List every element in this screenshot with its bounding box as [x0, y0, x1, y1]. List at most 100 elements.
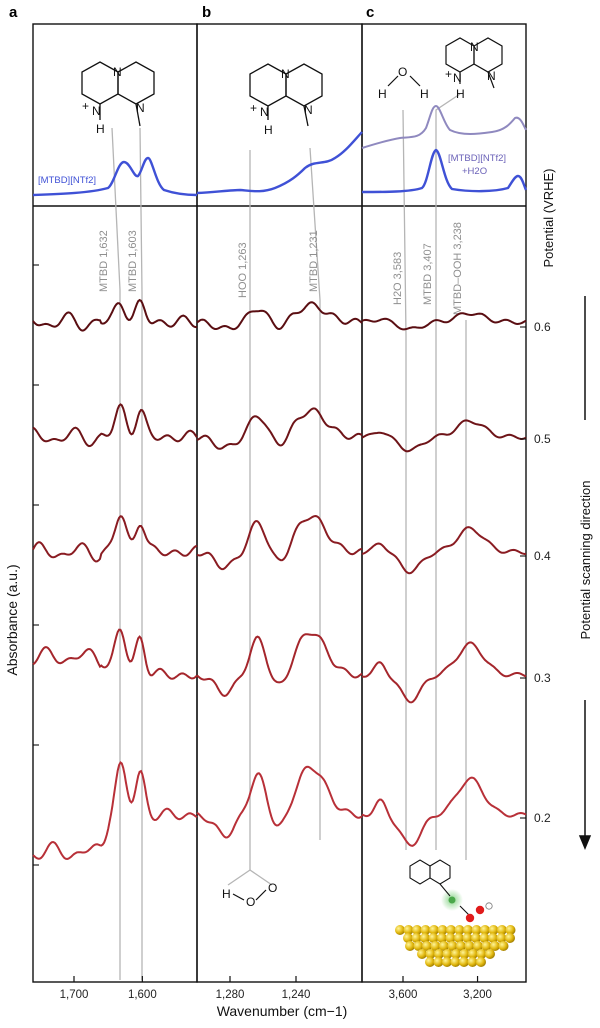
- reference-label-c-line2: +H2O: [462, 166, 487, 177]
- gold-atom: [420, 925, 431, 935]
- gold-atom: [473, 941, 483, 951]
- gold-atom: [497, 925, 507, 935]
- gold-atom: [433, 957, 444, 967]
- gold-atom: [429, 925, 439, 935]
- hoo-atom-h: H: [222, 887, 231, 901]
- potential-label-0_4: 0.4: [534, 549, 551, 563]
- oxygen-atom-2: [475, 905, 485, 915]
- gold-atom: [437, 933, 447, 943]
- spectrum-a-potential-0_4: [32, 515, 198, 563]
- panel-c-frame: [361, 23, 527, 983]
- mol-c-charge: +: [445, 67, 452, 81]
- x-tick-label-a-1: 1,600: [128, 989, 157, 1001]
- gold-atom: [442, 957, 452, 967]
- mol-a-atom-n-right: N: [136, 101, 145, 115]
- gold-atom: [471, 933, 481, 943]
- water-atom-h-right: H: [420, 87, 429, 101]
- mol-a-atom-h: H: [96, 122, 105, 136]
- gold-atom: [411, 933, 422, 943]
- mol-a-atom-n-left: N: [92, 104, 101, 118]
- mol-b-charge: +: [250, 101, 257, 115]
- gold-atom: [467, 957, 478, 967]
- gold-atom: [496, 933, 507, 943]
- gold-atom: [485, 949, 495, 959]
- panel-a-frame: [32, 23, 198, 983]
- panel-b-frame: [196, 23, 363, 983]
- peak-label-a-1632: MTBD 1,632: [98, 230, 110, 292]
- x-axis-title: Wavenumber (cm−1): [217, 1003, 348, 1019]
- panel-letter-b: b: [202, 4, 211, 21]
- catalyst-mtbd: [409, 859, 471, 917]
- guide-a-1632: [111, 127, 121, 980]
- gold-atom: [454, 925, 465, 935]
- oxygen-atom-1: [465, 913, 475, 923]
- spectrum-b-potential-0_2: [196, 765, 363, 839]
- potential-label-0_2: 0.2: [534, 811, 551, 825]
- guide-c-3407: [435, 93, 461, 850]
- adsorbed-atom: [448, 896, 456, 904]
- spectrum-b-potential-0_5: [196, 407, 363, 450]
- gold-atom: [464, 941, 475, 951]
- mol-c-atom-n-left: N: [453, 71, 462, 85]
- gold-atom: [471, 925, 482, 935]
- ho-bond: [232, 893, 245, 901]
- gold-atom: [447, 941, 458, 951]
- gold-atom: [403, 925, 414, 935]
- scan-direction-label: Potential scanning direction: [578, 481, 593, 640]
- potential-label-0_5: 0.5: [534, 432, 551, 446]
- gold-atom: [490, 941, 500, 951]
- panel-letter-a: a: [9, 4, 18, 21]
- peak-label-c-3583: H2O 3,583: [392, 252, 404, 305]
- spectrum-c-potential-0_6: [361, 312, 527, 331]
- gold-surface: [395, 925, 516, 967]
- gold-atom: [481, 941, 492, 951]
- methyl-bond: [303, 105, 309, 127]
- spectrum-c-potential-0_5: [361, 419, 527, 453]
- ring-right: [473, 37, 503, 73]
- scan-arrowhead: [578, 835, 592, 850]
- gold-atom: [454, 933, 464, 943]
- gold-atom: [445, 933, 456, 943]
- reference-spectrum-c: [361, 148, 528, 194]
- gold-atom: [434, 949, 444, 959]
- guide-c-3583: [402, 109, 407, 850]
- gold-atom: [462, 933, 473, 943]
- mol-a-atom-n-top: N: [113, 65, 122, 79]
- gold-atom: [488, 925, 499, 935]
- guide-b-1231: [309, 147, 321, 840]
- gold-atom: [403, 933, 413, 943]
- reference-spectrum-c-light: [361, 104, 527, 149]
- panel-frames: [32, 23, 527, 983]
- gold-atom: [422, 941, 432, 951]
- spectrum-a-potential-0_3: [32, 628, 198, 680]
- hoo-atom-o-left: O: [246, 895, 255, 909]
- mtbd-molecule-a: [81, 61, 155, 127]
- gold-atom: [425, 957, 435, 967]
- gold-atom: [446, 925, 456, 935]
- peak-label-b-1263: HOO 1,263: [237, 242, 249, 298]
- potential-label-0_6: 0.6: [534, 320, 551, 334]
- gold-atom: [405, 941, 415, 951]
- x-tick-label-c-1: 3,200: [463, 989, 492, 1001]
- ring-right: [285, 63, 323, 107]
- gold-atom: [437, 925, 448, 935]
- gold-atom: [439, 941, 449, 951]
- mtbd-molecule-c: [445, 37, 503, 89]
- mol-c-atom-n-right: N: [487, 69, 496, 83]
- gold-atom: [420, 933, 430, 943]
- gold-atom: [456, 941, 466, 951]
- x-tick-label-b-0: 1,280: [216, 989, 245, 1001]
- water-atom-o: O: [398, 65, 407, 79]
- peak-labels: MTBD 1,632 MTBD 1,603 HOO 1,263 MTBD 1,2…: [98, 222, 464, 315]
- oh-bond-right: [409, 75, 421, 87]
- gold-atom: [412, 925, 422, 935]
- reference-spectra: [32, 104, 528, 197]
- reference-label-a: [MTBD][NTf2]: [38, 175, 96, 186]
- spectrum-b-potential-0_3: [196, 633, 363, 698]
- panel-letter-c: c: [366, 4, 374, 21]
- gold-atom: [417, 949, 427, 959]
- mtbd-molecule-b: [249, 63, 323, 127]
- mol-b-atom-h: H: [264, 123, 273, 137]
- guide-a-1603: [139, 127, 143, 980]
- mol-b-atom-n-left: N: [260, 105, 269, 119]
